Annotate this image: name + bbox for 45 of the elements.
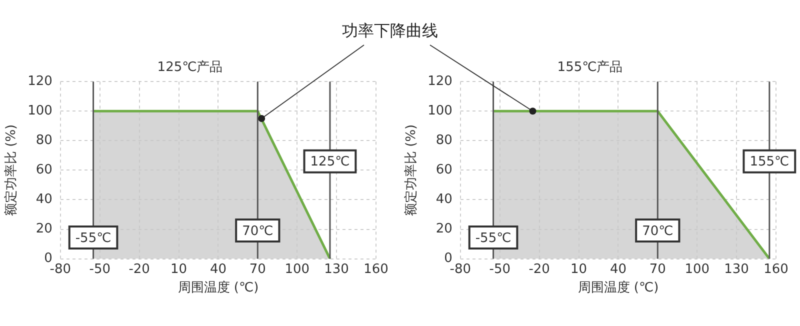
x-tick-label: 10 [170, 262, 188, 277]
ref-line-label: 70℃ [242, 224, 274, 239]
y-tick-label: 100 [428, 104, 452, 119]
y-tick-label: 0 [444, 251, 452, 266]
x-tick-label: 130 [324, 262, 349, 277]
chart-title: 155℃产品 [557, 60, 623, 76]
y-tick-label: 20 [436, 222, 452, 237]
ref-line-label: -55℃ [475, 230, 512, 246]
x-tick-label: 100 [684, 262, 710, 277]
ref-line-label: 125℃ [310, 154, 350, 170]
x-tick-label: -50 [89, 262, 110, 277]
y-tick-label: 40 [36, 192, 52, 208]
annotation: 功率下降曲线 [341, 21, 439, 41]
x-tick-label: 160 [764, 262, 788, 277]
y-tick-label: 60 [436, 162, 452, 178]
x-tick-label: 10 [570, 262, 588, 277]
x-axis-title: 周围温度 (℃) [578, 280, 659, 296]
x-tick-label: -50 [489, 262, 510, 277]
x-tick-label: 70 [249, 262, 266, 277]
x-tick-label: -20 [128, 262, 150, 277]
x-axis-title: 周围温度 (℃) [178, 280, 259, 296]
y-tick-label: 100 [28, 104, 52, 119]
x-tick-label: 160 [364, 262, 388, 277]
y-tick-label: 40 [436, 192, 452, 208]
x-tick-label: -80 [450, 262, 472, 277]
x-tick-label: 130 [724, 262, 749, 277]
ref-line-label: -55℃ [75, 230, 112, 246]
chart-title: 125℃产品 [157, 60, 223, 76]
y-axis-title: 额定功率比 (%) [403, 124, 420, 216]
x-tick-label: -20 [528, 262, 550, 277]
y-tick-label: 0 [44, 251, 52, 266]
y-tick-label: 80 [36, 133, 52, 148]
y-tick-label: 60 [36, 162, 52, 178]
x-tick-label: 40 [610, 262, 626, 277]
y-axis-title: 额定功率比 (%) [3, 124, 20, 216]
x-tick-label: 100 [284, 262, 310, 277]
y-tick-label: 20 [36, 222, 52, 237]
x-tick-label: 70 [649, 262, 666, 277]
y-tick-label: 120 [428, 74, 452, 89]
x-tick-label: -80 [50, 262, 72, 277]
ref-line-label: 70℃ [642, 224, 674, 239]
x-tick-label: 40 [210, 262, 226, 277]
y-tick-label: 120 [28, 74, 52, 89]
ref-line-label: 155℃ [750, 154, 790, 170]
y-tick-label: 80 [436, 133, 452, 148]
